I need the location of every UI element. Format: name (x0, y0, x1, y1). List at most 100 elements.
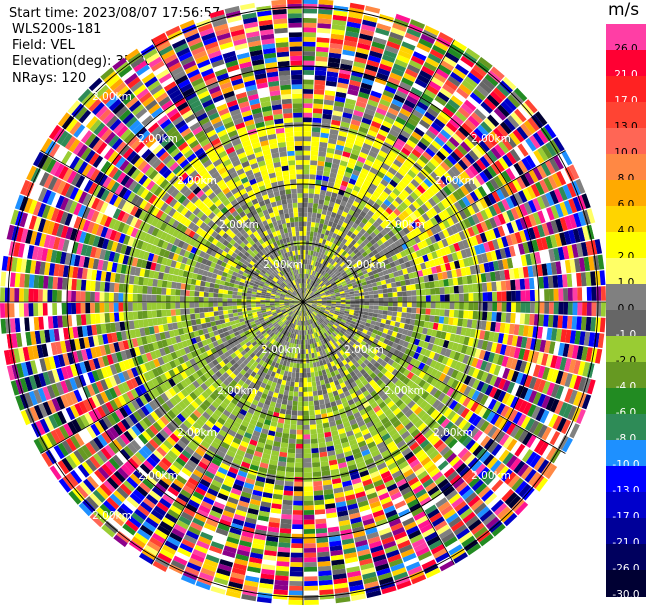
velocity-gate (590, 317, 597, 332)
velocity-gate (488, 261, 495, 272)
velocity-gate (344, 292, 350, 296)
velocity-gate (339, 184, 347, 192)
velocity-gate (369, 224, 377, 232)
velocity-gate (306, 295, 310, 299)
velocity-gate (285, 409, 292, 415)
velocity-gate (322, 113, 332, 120)
velocity-gate (304, 278, 306, 284)
velocity-gate (313, 94, 324, 100)
velocity-gate (312, 276, 316, 281)
velocity-gate (324, 279, 329, 284)
velocity-gate (320, 276, 326, 281)
velocity-gate (383, 49, 397, 59)
velocity-gate (479, 263, 486, 274)
velocity-gate (599, 270, 606, 286)
velocity-gate (312, 297, 317, 300)
velocity-gate (390, 320, 396, 327)
velocity-gate (324, 161, 332, 168)
velocity-gate (460, 185, 470, 196)
velocity-gate (286, 462, 295, 468)
velocity-gate (327, 181, 335, 188)
velocity-gate (308, 391, 313, 397)
velocity-gate (407, 182, 417, 192)
velocity-gate (328, 278, 334, 283)
velocity-gate (522, 242, 530, 254)
velocity-gate (391, 235, 398, 243)
velocity-gate (406, 28, 422, 38)
velocity-gate (303, 292, 304, 298)
velocity-gate (363, 112, 374, 121)
velocity-gate (443, 125, 455, 136)
velocity-gate (433, 72, 447, 83)
velocity-gate (490, 321, 496, 332)
velocity-gate (303, 434, 311, 440)
velocity-gate (367, 271, 374, 277)
velocity-gate (326, 262, 331, 268)
velocity-gate (349, 123, 360, 131)
velocity-gate (502, 258, 509, 270)
velocity-gate (305, 294, 309, 299)
velocity-gate (546, 221, 555, 235)
velocity-gate (385, 278, 391, 284)
velocity-gate (429, 48, 444, 60)
velocity-gate (469, 328, 476, 338)
velocity-gate (411, 290, 417, 296)
velocity-gate (280, 384, 286, 390)
velocity-gate (303, 245, 306, 250)
velocity-gate (455, 63, 469, 76)
velocity-gate (329, 290, 335, 294)
velocity-gate (333, 10, 348, 17)
velocity-gate (383, 199, 392, 207)
velocity-gate (367, 129, 378, 138)
velocity-gate (314, 261, 319, 267)
velocity-gate (304, 599, 319, 605)
velocity-gate (305, 245, 309, 251)
velocity-gate (397, 291, 403, 297)
velocity-gate (597, 333, 605, 349)
velocity-gate (407, 296, 412, 302)
velocity-gate (471, 225, 480, 236)
velocity-gate (317, 160, 325, 167)
velocity-gate (365, 248, 372, 255)
velocity-gate (328, 287, 334, 291)
velocity-gate (477, 186, 488, 198)
velocity-gate (319, 281, 324, 287)
velocity-gate (377, 309, 383, 315)
velocity-gate (319, 447, 327, 453)
velocity-gate (429, 315, 435, 323)
velocity-gate (314, 271, 318, 277)
velocity-gate (453, 309, 459, 318)
velocity-gate (377, 289, 383, 294)
velocity-gate (445, 206, 455, 217)
velocity-gate (403, 36, 418, 47)
velocity-gate (339, 309, 345, 313)
velocity-gate (349, 306, 355, 310)
velocity-gate (419, 97, 432, 107)
velocity-gate (371, 85, 384, 94)
velocity-gate (425, 57, 440, 68)
velocity-gate (394, 58, 408, 68)
velocity-gate (505, 196, 515, 209)
velocity-gate (350, 205, 357, 212)
velocity-gate (328, 52, 342, 59)
velocity-gate (498, 157, 509, 170)
velocity-gate (342, 151, 351, 158)
velocity-gate (353, 229, 360, 236)
velocity-gate (278, 456, 287, 463)
velocity-gate (467, 204, 476, 216)
velocity-gate (576, 272, 582, 287)
velocity-gate (448, 244, 456, 254)
velocity-gate (571, 273, 578, 287)
velocity-gate (311, 280, 315, 286)
velocity-gate (359, 210, 367, 218)
velocity-gate (303, 254, 306, 260)
velocity-gate (379, 243, 387, 251)
velocity-gate (409, 238, 417, 246)
velocity-gate (316, 46, 329, 53)
velocity-gate (430, 76, 444, 87)
velocity-gate (341, 238, 348, 245)
velocity-gate (356, 238, 363, 245)
velocity-gate (311, 270, 315, 276)
velocity-gate (321, 384, 327, 390)
velocity-gate (354, 307, 360, 311)
